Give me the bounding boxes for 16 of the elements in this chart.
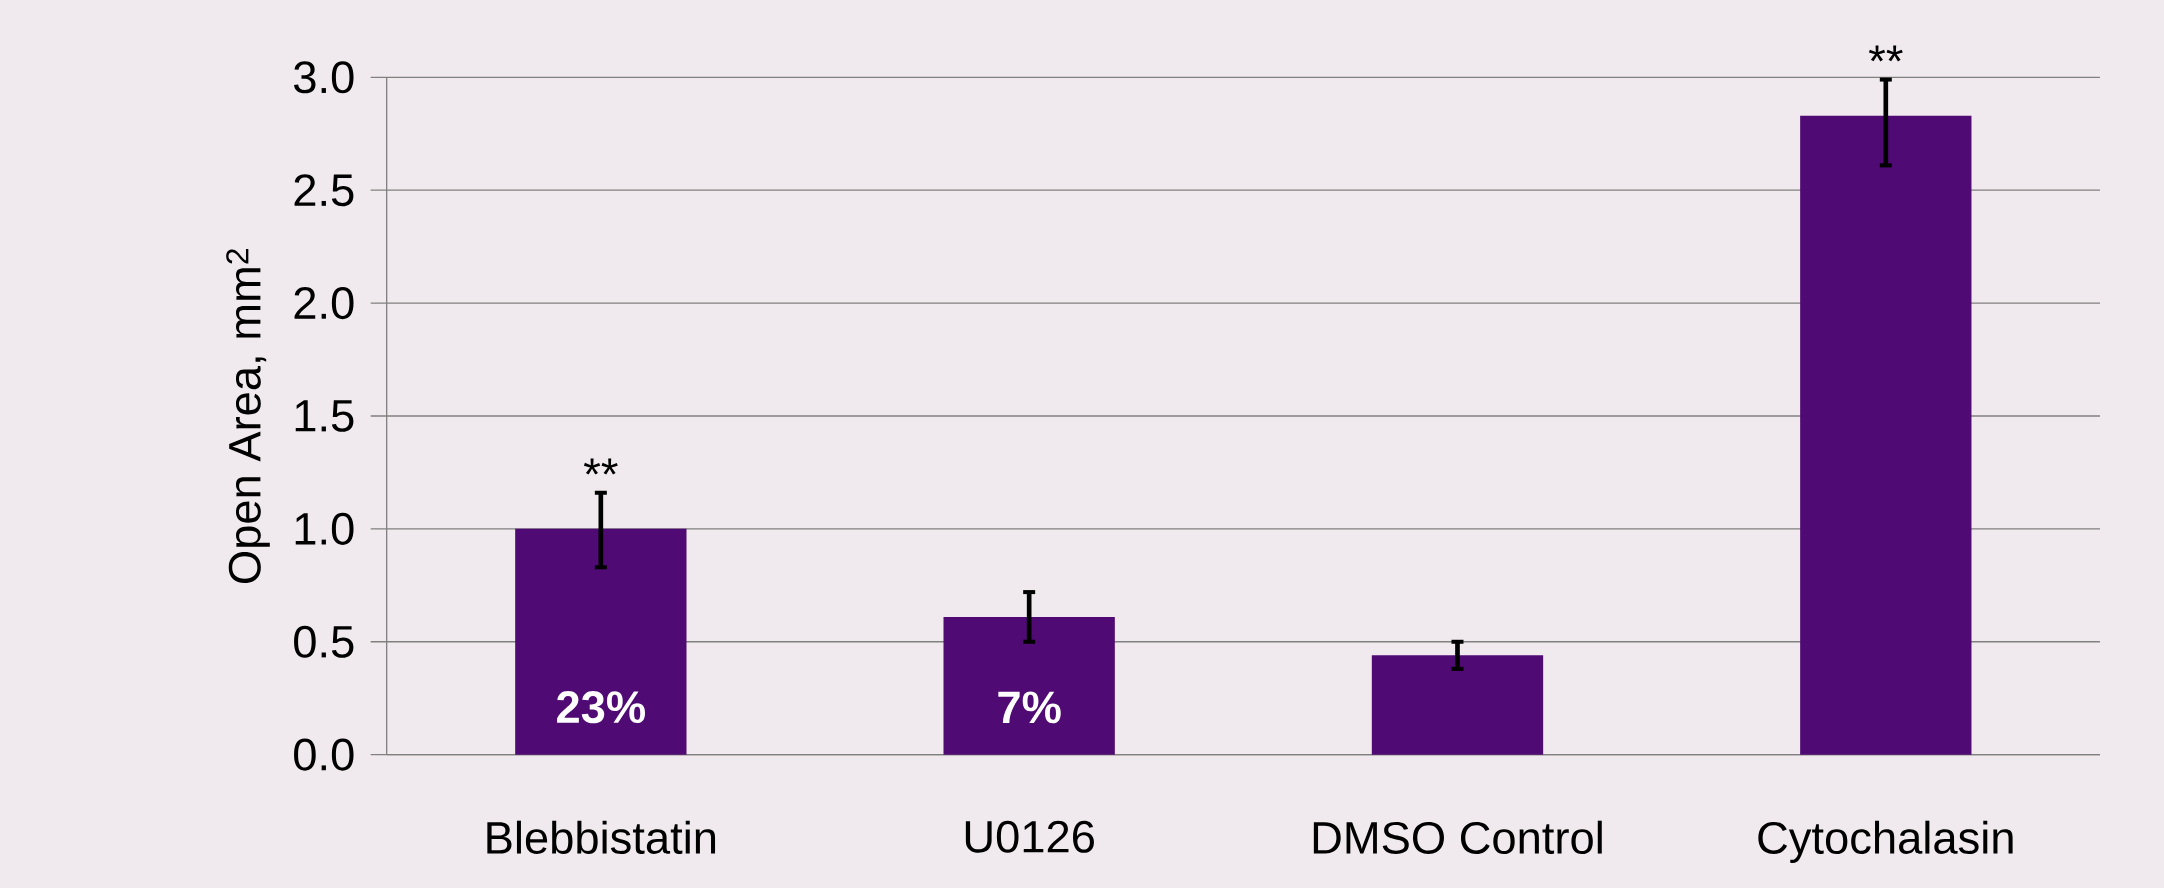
annotation: 23% <box>557 691 646 724</box>
y-tick-label: 2.5 <box>294 174 354 207</box>
y-tick-label: 0.5 <box>294 625 354 658</box>
x-tick-label: Blebbistatin <box>487 820 716 854</box>
x-tick-label: Cytochalasin <box>1758 820 2013 863</box>
y-tick-label: 1.0 <box>295 512 354 545</box>
x-tick-label: DMSO Control <box>1313 820 1602 854</box>
y-tick-label: 3.0 <box>294 61 354 94</box>
y-tick-label: 2.0 <box>294 287 354 320</box>
x-tick-label: U0126 <box>965 820 1094 853</box>
annotation: 7% <box>998 691 1061 724</box>
annotation: ** <box>583 458 618 475</box>
y-tick-label: 0.0 <box>294 738 354 771</box>
y-tick-label: 1.5 <box>295 400 354 432</box>
text: ** <box>1868 45 1903 62</box>
y-axis-title: Open Area, mm$^{2}$ <box>226 249 270 583</box>
